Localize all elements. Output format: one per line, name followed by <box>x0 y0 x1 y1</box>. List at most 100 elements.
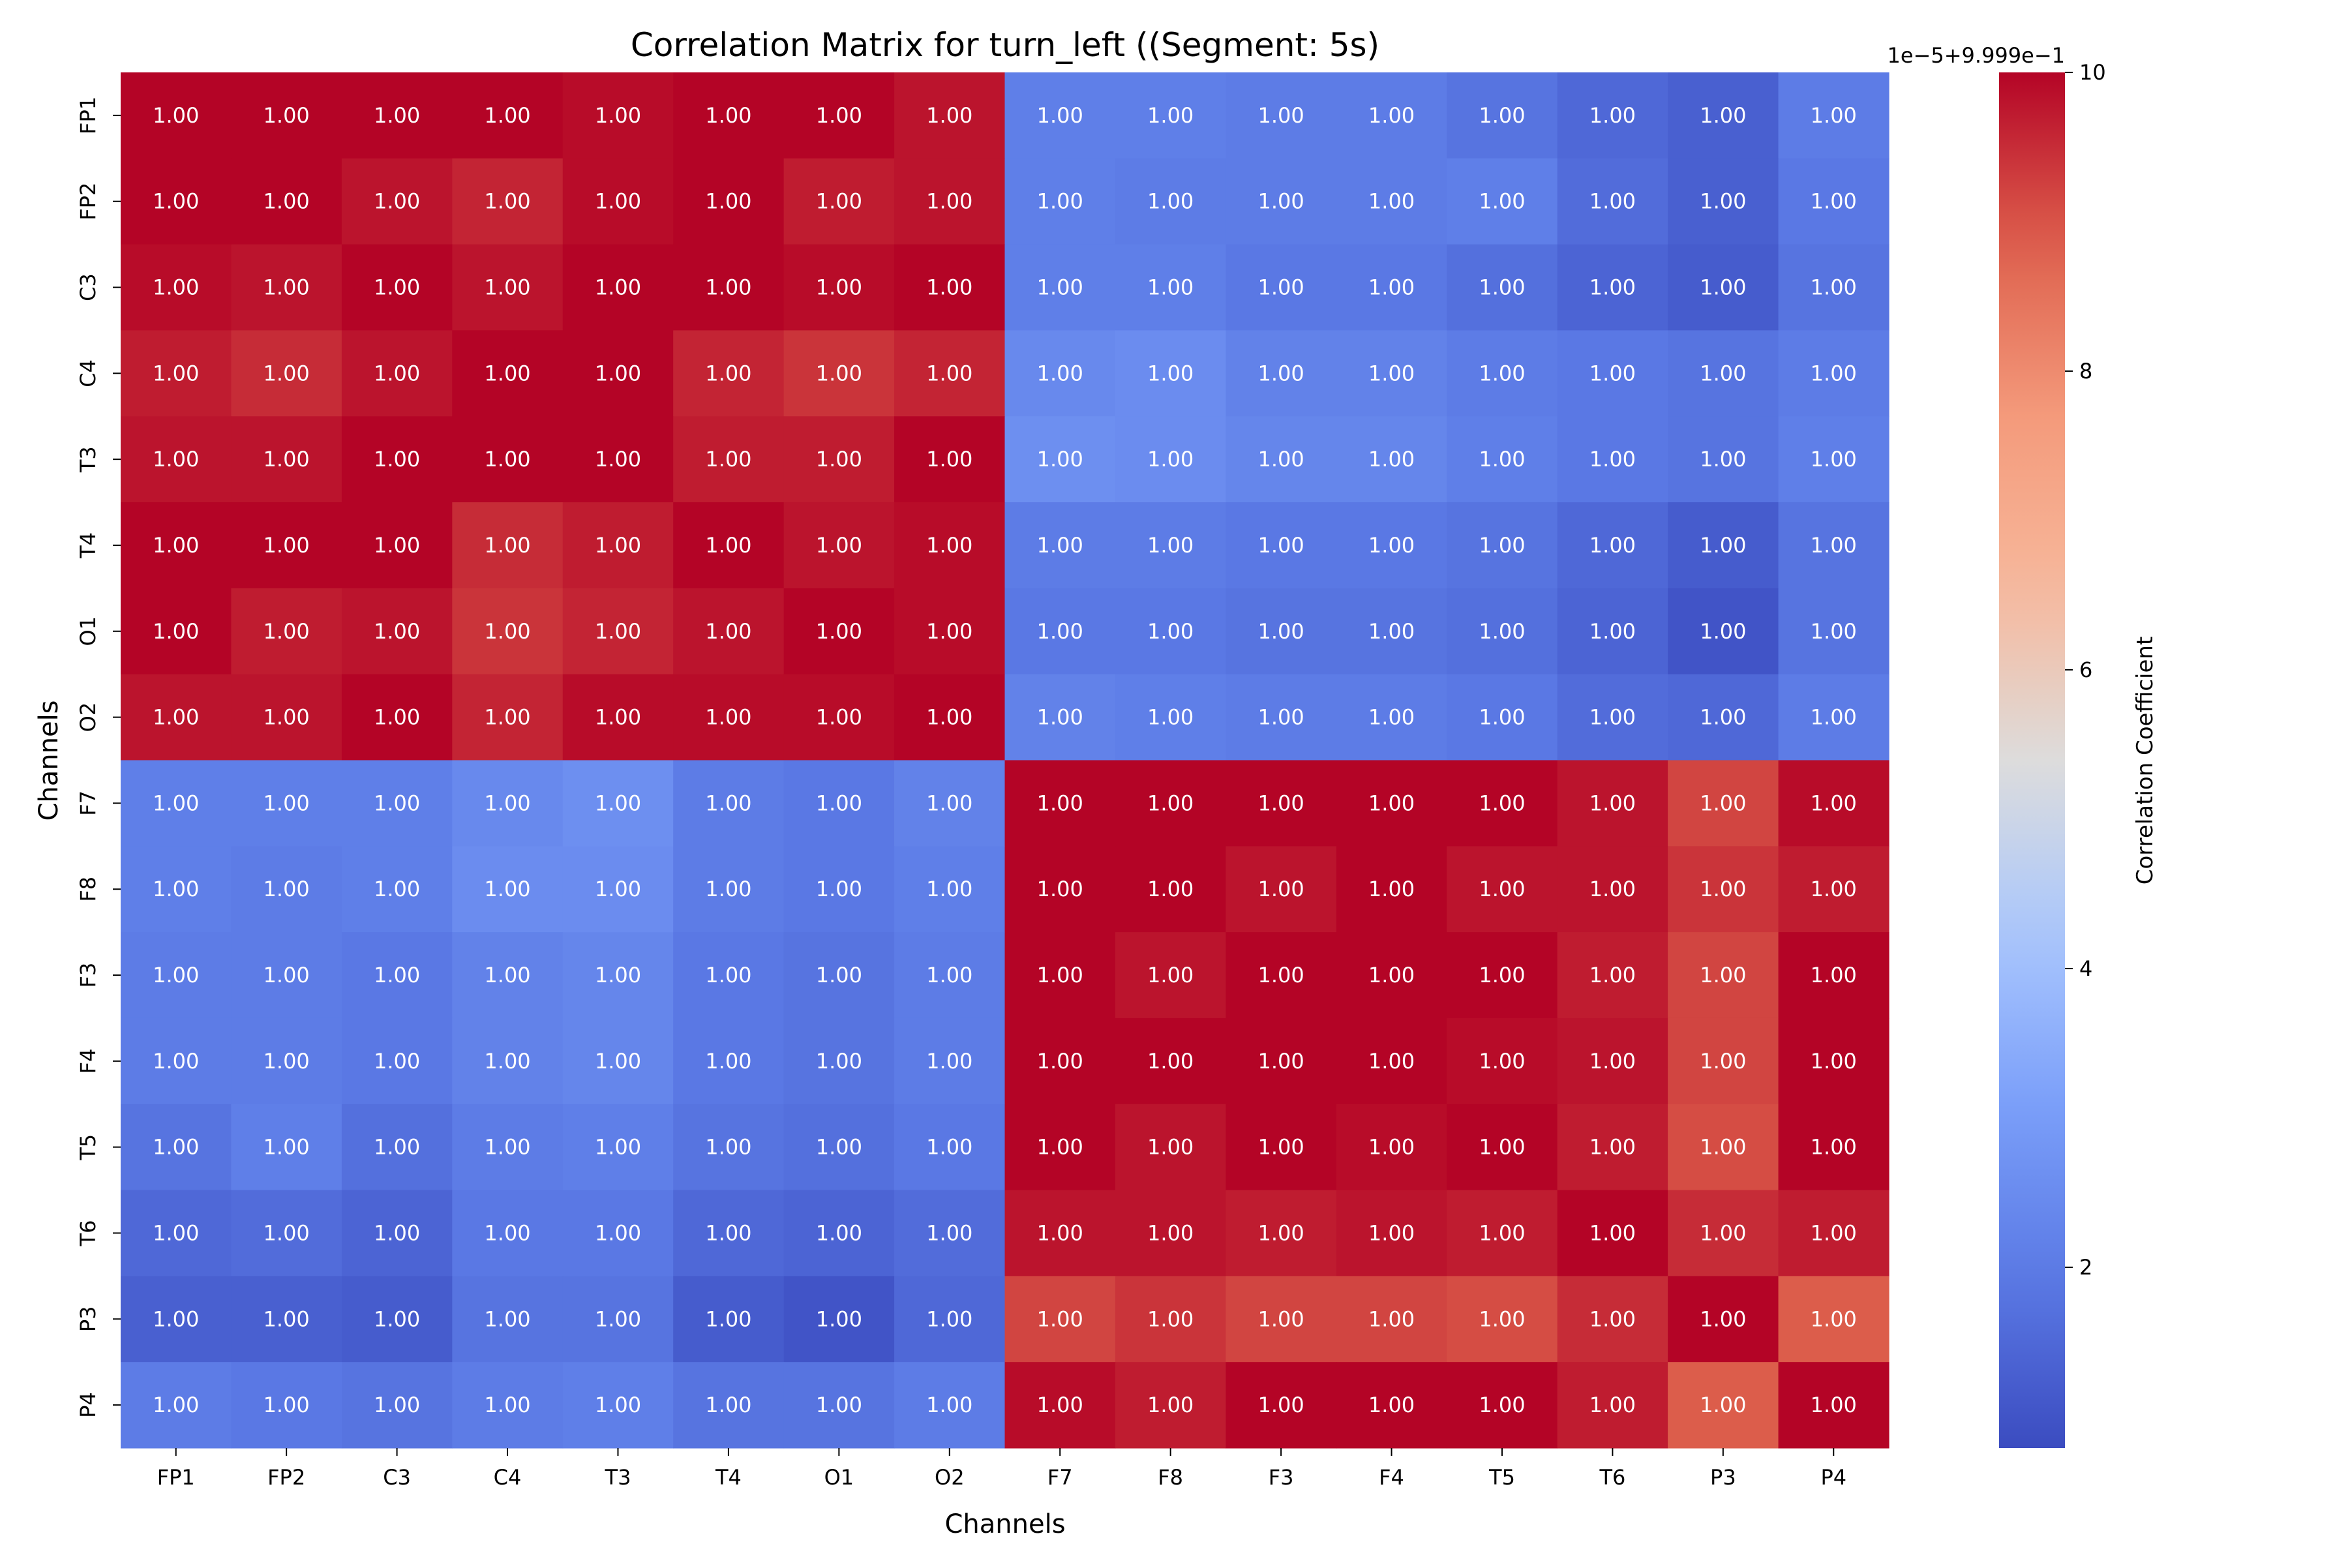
cell-annotation: 1.00 <box>1811 1393 1857 1417</box>
cell-annotation: 1.00 <box>1589 1220 1636 1245</box>
cell-annotation: 1.00 <box>1147 791 1194 815</box>
cell-annotation: 1.00 <box>1479 1135 1525 1160</box>
heatmap-cell <box>1115 72 1226 159</box>
y-axis-label: Channels <box>34 700 64 821</box>
cell-annotation: 1.00 <box>263 189 310 214</box>
cell-annotation: 1.00 <box>1037 791 1083 815</box>
heatmap-cell <box>341 588 453 675</box>
cell-annotation: 1.00 <box>1479 533 1525 558</box>
cell-annotation: 1.00 <box>705 1393 751 1417</box>
cell-annotation: 1.00 <box>595 361 641 385</box>
cell-annotation: 1.00 <box>1257 1135 1304 1160</box>
heatmap-cell <box>1778 1362 1889 1449</box>
cell-annotation: 1.00 <box>263 1135 310 1160</box>
y-tick-label: O2 <box>76 702 100 732</box>
heatmap-cell <box>783 1362 895 1449</box>
cell-annotation: 1.00 <box>816 1220 862 1245</box>
x-tick-label: P4 <box>1820 1465 1846 1490</box>
cell-annotation: 1.00 <box>705 791 751 815</box>
heatmap-cell <box>1115 1190 1226 1276</box>
heatmap-cell <box>341 502 453 589</box>
heatmap-cell <box>673 1104 785 1191</box>
x-tick-label: F8 <box>1158 1465 1183 1490</box>
heatmap-cell <box>1336 72 1447 159</box>
heatmap-cell <box>452 760 564 847</box>
cell-annotation: 1.00 <box>705 275 751 300</box>
cell-annotation: 1.00 <box>1147 963 1194 988</box>
cell-annotation: 1.00 <box>816 877 862 901</box>
cell-annotation: 1.00 <box>1037 361 1083 385</box>
cell-annotation: 1.00 <box>1589 1306 1636 1331</box>
heatmap-cell <box>1004 72 1116 159</box>
heatmap-cell <box>1336 330 1447 417</box>
heatmap-cell <box>1004 158 1116 245</box>
cell-annotation: 1.00 <box>816 533 862 558</box>
heatmap-cell <box>894 330 1006 417</box>
heatmap-cell <box>1226 158 1337 245</box>
heatmap-cell <box>783 72 895 159</box>
cell-annotation: 1.00 <box>263 1393 310 1417</box>
cell-annotation: 1.00 <box>1811 963 1857 988</box>
heatmap-cell <box>231 244 342 331</box>
heatmap-cell <box>1115 330 1226 417</box>
heatmap-cell <box>1336 1190 1447 1276</box>
cell-annotation: 1.00 <box>926 877 972 901</box>
cell-annotation: 1.00 <box>153 619 199 644</box>
cell-annotation: 1.00 <box>484 447 530 472</box>
heatmap-cell <box>894 846 1006 933</box>
y-tick-label: T5 <box>76 1134 100 1161</box>
heatmap-cell <box>1226 244 1337 331</box>
cell-annotation: 1.00 <box>1700 275 1746 300</box>
cell-annotation: 1.00 <box>1589 189 1636 214</box>
heatmap-cell <box>1778 674 1889 761</box>
y-tick-labels: FP1 FP2 C3 C4 T3 T4 O1 O2 F7 F8 F3 F4 T5 T6 P3 P4 <box>76 97 121 1418</box>
heatmap-cell <box>452 674 564 761</box>
cell-annotation: 1.00 <box>595 1049 641 1074</box>
cell-annotation: 1.00 <box>1257 361 1304 385</box>
cell-annotation: 1.00 <box>263 619 310 644</box>
heatmap-cell <box>1004 1190 1116 1276</box>
heatmap-cell <box>341 1190 453 1276</box>
heatmap-cell <box>231 588 342 675</box>
heatmap-cell <box>1115 1276 1226 1363</box>
heatmap-cell <box>1668 330 1779 417</box>
cell-annotation: 1.00 <box>705 1220 751 1245</box>
heatmap-cell <box>1004 932 1116 1019</box>
heatmap-cell <box>1557 1018 1668 1105</box>
heatmap-cell <box>121 674 232 761</box>
heatmap-cell <box>1004 330 1116 417</box>
heatmap-cell <box>1226 846 1337 933</box>
x-tick-label: F7 <box>1047 1465 1073 1490</box>
cell-annotation: 1.00 <box>1037 189 1083 214</box>
cell-annotation: 1.00 <box>1368 447 1415 472</box>
cell-annotation: 1.00 <box>1368 1135 1415 1160</box>
heatmap-cell <box>341 158 453 245</box>
heatmap-cell <box>783 416 895 503</box>
heatmap-cell <box>1778 1104 1889 1191</box>
cell-annotation: 1.00 <box>263 103 310 128</box>
cell-annotation: 1.00 <box>1589 447 1636 472</box>
heatmap-cell <box>673 674 785 761</box>
heatmap-cell <box>673 330 785 417</box>
cell-annotation: 1.00 <box>926 275 972 300</box>
heatmap-cell <box>1447 1104 1558 1191</box>
cell-annotation: 1.00 <box>1257 1049 1304 1074</box>
heatmap-cell <box>783 1190 895 1276</box>
cell-annotation: 1.00 <box>1589 877 1636 901</box>
cell-annotation: 1.00 <box>153 275 199 300</box>
heatmap-cell <box>673 1276 785 1363</box>
cell-annotation: 1.00 <box>1037 1135 1083 1160</box>
cell-annotation: 1.00 <box>484 361 530 385</box>
cell-annotation: 1.00 <box>1368 103 1415 128</box>
heatmap-cell <box>1115 502 1226 589</box>
cell-annotation: 1.00 <box>263 533 310 558</box>
heatmap-cell <box>341 674 453 761</box>
cell-annotation: 1.00 <box>1147 1220 1194 1245</box>
x-tick-label: C4 <box>494 1465 522 1490</box>
heatmap-cell <box>562 502 674 589</box>
heatmap-cell <box>783 588 895 675</box>
heatmap-cell <box>894 416 1006 503</box>
cell-annotation: 1.00 <box>153 1049 199 1074</box>
cell-annotation: 1.00 <box>1811 1049 1857 1074</box>
